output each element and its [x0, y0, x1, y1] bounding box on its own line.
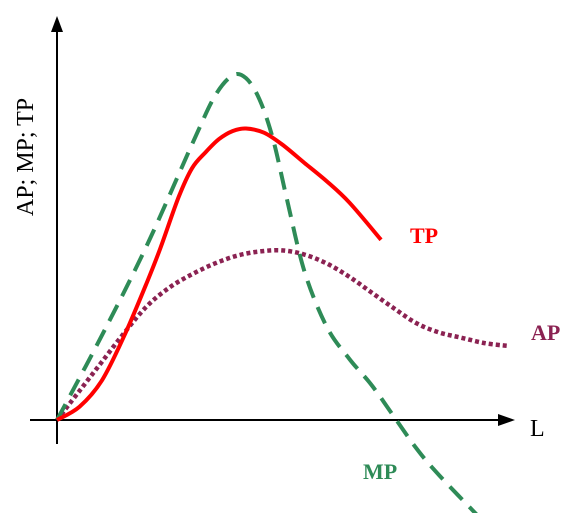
series-label-ap: AP: [531, 320, 560, 345]
series-line-mp: [55, 71, 478, 513]
series-layer: [55, 71, 508, 513]
series-label-mp: MP: [363, 459, 397, 484]
series-line-tp: [55, 126, 383, 422]
x-axis-arrow: [498, 414, 515, 426]
y-axis-arrow: [51, 16, 63, 32]
y-axis-label: AP; MP; TP: [13, 98, 39, 216]
x-axis-label: L: [530, 416, 545, 442]
series-label-tp: TP: [410, 223, 438, 248]
